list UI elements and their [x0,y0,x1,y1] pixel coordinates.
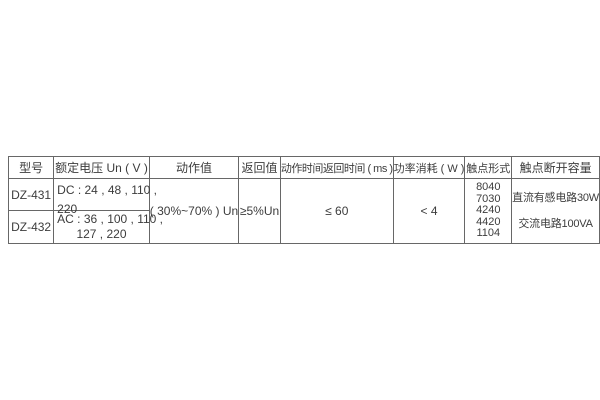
contact-form-code: 4420 [476,215,501,228]
cell-rated-voltage-dc: DC : 24 , 48 , 110 , 220 [53,178,157,216]
capacity-dc-line: 直流有感电路30W [512,192,599,204]
contact-form-code: 7030 [476,192,501,205]
header-operate-return-time: 动作时间返回时间 ( ms ) [279,156,394,179]
voltage-ac-line2: 127 , 220 [76,227,127,241]
contact-form-code: 4240 [476,204,501,217]
header-contact-breaking-capacity: 触点断开容量 [511,156,600,179]
header-row: 型号 额定电压 Un ( V ) 动作值 返回值 动作时间返回时间 ( ms )… [7,156,600,179]
cell-contact-forms: 8040 7030 4240 4420 1104 [464,178,513,244]
header-return-value: 返回值 [238,156,281,179]
cell-power-consumption: < 4 [392,178,466,244]
header-model: 型号 [7,156,55,179]
cell-return-value: ≥5%Un [238,178,281,244]
cell-model-dz432: DZ-432 [7,210,55,244]
header-contact-form: 触点形式 [464,156,513,179]
voltage-ac-line1: AC : 36 , 100 , 110 , [57,212,164,226]
contact-form-code: 8040 [476,181,501,194]
header-power-consumption: 功率消耗 ( W ) [392,156,466,179]
cell-operate-return-time: ≤ 60 [279,178,394,244]
voltage-dc-line2: 220 [57,202,78,216]
capacity-ac-line: 交流电路100VA [518,218,593,230]
cell-model-dz431: DZ-431 [7,178,55,211]
spec-table: 型号 额定电压 Un ( V ) 动作值 返回值 动作时间返回时间 ( ms )… [7,156,600,244]
voltage-dc-line1: DC : 24 , 48 , 110 , [57,183,158,197]
cell-rated-voltage-ac: AC : 36 , 100 , 110 , 127 , 220 [53,210,163,244]
header-rated-voltage: 额定电压 Un ( V ) [53,156,150,179]
cell-contact-breaking-capacity: 直流有感电路30W 交流电路100VA [511,178,600,244]
contact-form-code: 1104 [476,227,501,240]
table-row-dz432: DZ-432 AC : 36 , 100 , 110 , 127 , 220 [7,210,600,244]
table-row-dz431: DZ-431 DC : 24 , 48 , 110 , 220 ( 30%~70… [7,178,600,244]
cell-operate-value: ( 30%~70% ) Un [148,178,240,244]
header-operate-value: 动作值 [148,156,240,179]
